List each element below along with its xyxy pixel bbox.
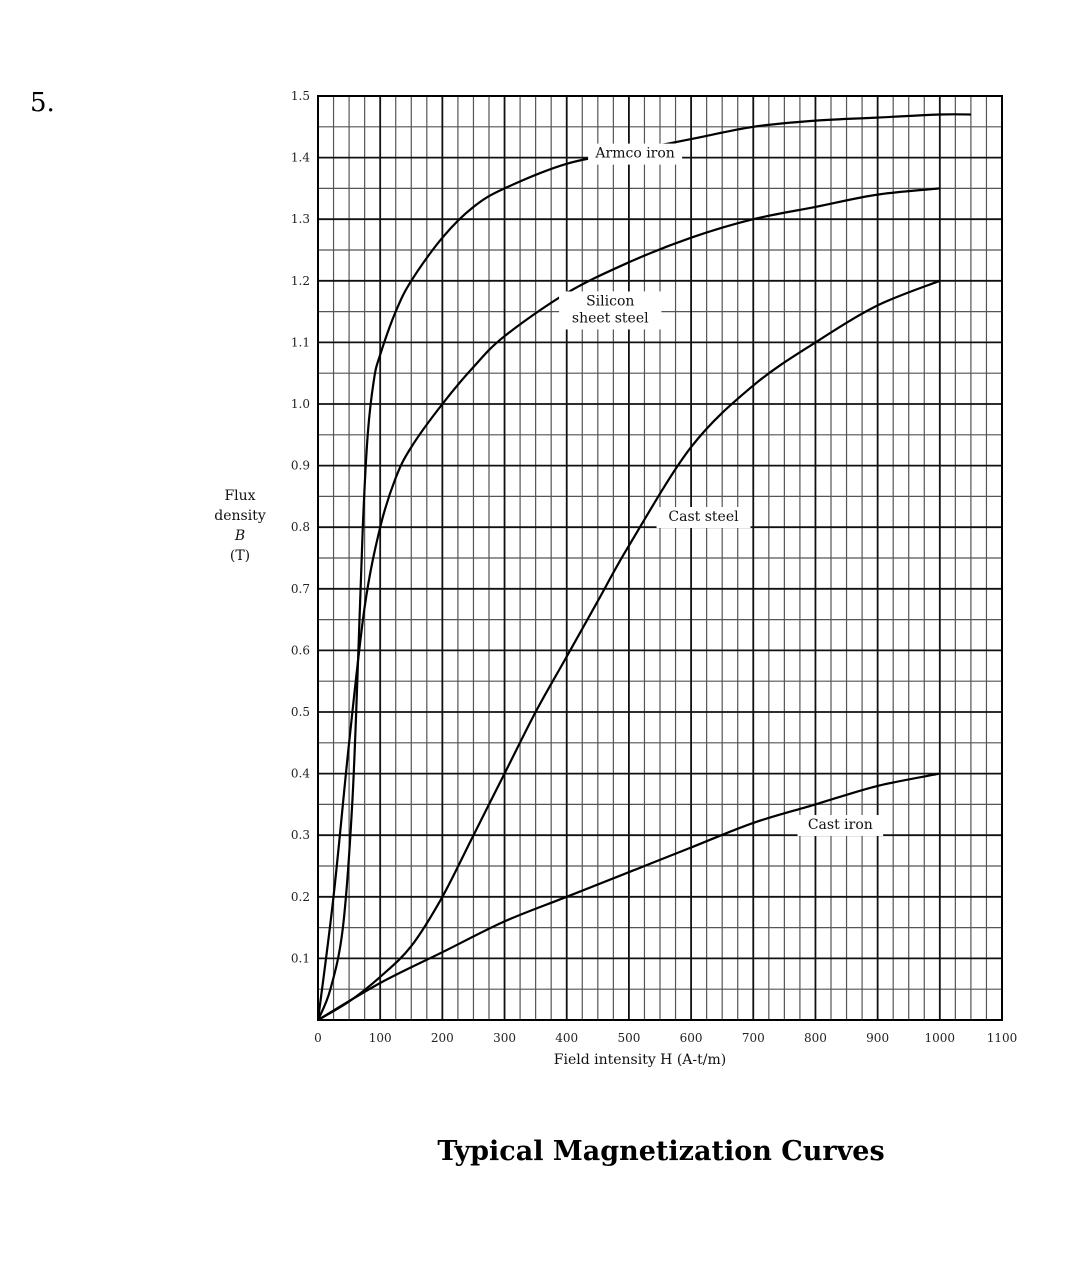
- series-line-silicon-sheet-steel: [316, 187, 940, 1021]
- x-tick-label: 100: [369, 1031, 392, 1045]
- curve-label-cast-steel: Cast steel: [668, 509, 739, 525]
- y-tick-label: 1.3: [291, 212, 310, 226]
- curve-label-bg-armco-iron: [588, 143, 683, 165]
- y-tick-label: 0.6: [291, 643, 310, 657]
- x-tick-label: 1100: [987, 1031, 1018, 1045]
- x-tick-label: 1000: [925, 1031, 956, 1045]
- curve-label-bg-cast-steel: [656, 507, 751, 529]
- curve-label-armco-iron: Armco iron: [594, 146, 674, 162]
- curve-label-silicon-sheet-steel: Silicon: [586, 293, 634, 309]
- series-line-cast-steel: [317, 279, 941, 1021]
- curve-label-bg-cast-iron: [797, 815, 884, 837]
- y-tick-label: 0.8: [291, 520, 310, 534]
- x-axis-label: Field intensity H (A-t/m): [554, 1052, 726, 1068]
- y-tick-label: 0.7: [291, 582, 310, 596]
- y-axis-label-line: Flux: [224, 488, 255, 504]
- y-tick-label: 0.1: [291, 951, 310, 965]
- y-axis-label-line: density: [214, 508, 266, 524]
- x-tick-label: 300: [493, 1031, 516, 1045]
- question-number: 5.: [30, 88, 55, 118]
- y-tick-label: 1.5: [291, 89, 310, 103]
- x-tick-label: 900: [866, 1031, 889, 1045]
- y-tick-label: 0.2: [291, 890, 310, 904]
- series-line-armco-iron: [316, 113, 971, 1021]
- chart-grid: [317, 95, 1003, 1021]
- y-tick-label: 1.1: [291, 335, 310, 349]
- plot-frame: [317, 95, 1003, 1021]
- y-tick-label: 0.5: [291, 705, 310, 719]
- magnetization-chart: 0 100 200 300 400 500 600 700 800 900 1000 1100 0.1 0…: [214, 89, 1017, 1068]
- x-tick-label: 200: [431, 1031, 454, 1045]
- y-tick-label: 0.9: [291, 459, 310, 473]
- curve-label-silicon-sheet-steel: sheet steel: [572, 310, 649, 326]
- figure-caption: Typical Magnetization Curves: [437, 1136, 885, 1167]
- curve-label-bg-silicon-sheet-steel: [559, 291, 662, 330]
- curve-label-cast-iron: Cast iron: [808, 817, 873, 833]
- x-tick-label: 800: [804, 1031, 827, 1045]
- x-tick-label: 500: [617, 1031, 640, 1045]
- series-line-cast-iron: [317, 772, 941, 1021]
- x-tick-label: 600: [680, 1031, 703, 1045]
- chart-axes: 0 100 200 300 400 500 600 700 800 900 1000 1100 0.1 0…: [214, 89, 1017, 1068]
- y-tick-label: 0.3: [291, 828, 310, 842]
- y-tick-label: 1.4: [291, 151, 310, 165]
- x-tick-label: 0: [314, 1031, 322, 1045]
- y-tick-label: 0.4: [291, 767, 310, 781]
- y-axis-label-line: B: [234, 528, 245, 544]
- chart-series: [316, 113, 971, 1021]
- x-tick-label: 400: [555, 1031, 578, 1045]
- y-axis-label-line: (T): [230, 548, 250, 564]
- y-tick-label: 1.0: [291, 397, 310, 411]
- x-tick-label: 700: [742, 1031, 765, 1045]
- y-tick-label: 1.2: [291, 274, 310, 288]
